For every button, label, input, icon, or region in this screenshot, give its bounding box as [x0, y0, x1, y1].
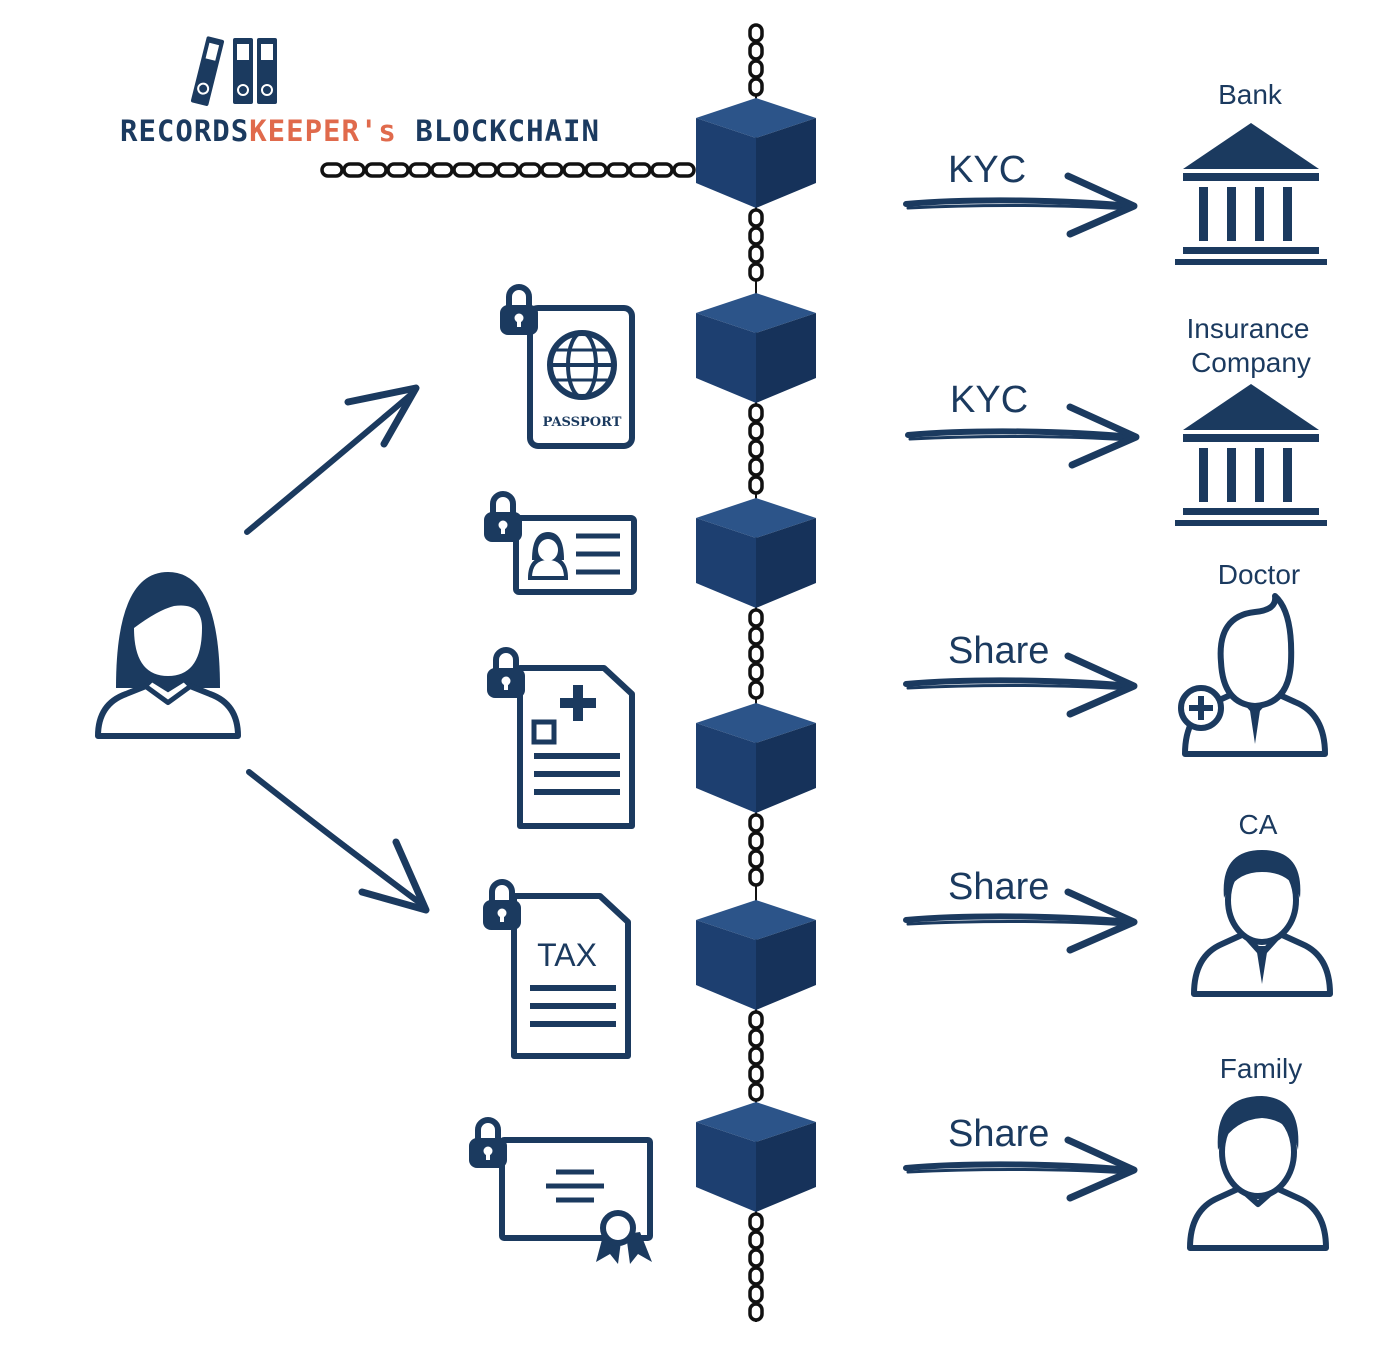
tax-document-icon: TAX — [511, 893, 631, 1059]
chain-link — [748, 1046, 764, 1066]
logo-blockchain: BLOCKCHAIN — [397, 114, 600, 148]
chain-link — [748, 23, 764, 43]
accountant-icon — [1191, 850, 1333, 997]
medical-record-icon — [517, 665, 635, 829]
chain-link — [386, 162, 410, 178]
chain-link — [748, 457, 764, 477]
share-label-doctor: Share — [948, 630, 1049, 672]
logo-text: RECORDSKEEPER's BLOCKCHAIN — [120, 114, 600, 148]
chain-link — [748, 41, 764, 61]
chain-link — [748, 1064, 764, 1084]
chain-link — [748, 680, 764, 700]
lock-icon — [483, 882, 521, 930]
chain-link — [628, 162, 652, 178]
certificate-icon — [499, 1137, 653, 1264]
passport-icon: PASSPORT — [527, 305, 635, 449]
horizontal-chain — [320, 162, 696, 178]
bank-building-icon — [1175, 123, 1327, 265]
lock-icon — [487, 650, 525, 698]
chain-link — [584, 162, 608, 178]
block-6 — [696, 1102, 816, 1212]
arrow-to-passport — [244, 384, 420, 535]
insurance-label-line1: Insurance — [1187, 313, 1310, 344]
bank-label: Bank — [1218, 79, 1283, 110]
chain-link — [748, 475, 764, 495]
chain-link — [748, 439, 764, 459]
share-label-ca: Share — [948, 866, 1049, 908]
chain-link — [748, 77, 764, 97]
chain-link — [672, 162, 696, 178]
doctor-label: Doctor — [1218, 559, 1300, 590]
id-card-icon — [513, 515, 637, 595]
doctor-icon — [1178, 593, 1328, 757]
logo: RECORDSKEEPER's BLOCKCHAIN — [120, 36, 600, 148]
block-4 — [696, 703, 816, 813]
chain-link — [748, 1248, 764, 1268]
chain-link — [748, 1212, 764, 1232]
chain-link — [650, 162, 674, 178]
chain-link — [748, 1028, 764, 1048]
lock-icon — [500, 287, 538, 335]
block-5 — [696, 900, 816, 1010]
ca-label: CA — [1239, 809, 1278, 840]
binders-icon — [190, 36, 277, 106]
chain-link — [748, 1266, 764, 1286]
chain-link — [748, 831, 764, 851]
chain-link — [518, 162, 542, 178]
tax-label: TAX — [537, 937, 597, 973]
chain-link — [748, 226, 764, 246]
family-member-icon — [1187, 1096, 1329, 1251]
insurance-building-icon — [1175, 384, 1327, 526]
chain-link — [748, 608, 764, 628]
chain-link — [430, 162, 454, 178]
chain-link — [408, 162, 432, 178]
chain-link — [748, 1082, 764, 1102]
chain-link — [748, 1230, 764, 1250]
share-label-family: Share — [948, 1113, 1049, 1155]
chain-link — [364, 162, 388, 178]
chain-link — [748, 244, 764, 264]
chain-link — [748, 421, 764, 441]
chain-link — [540, 162, 564, 178]
chain-link — [748, 1284, 764, 1304]
chain-link — [748, 867, 764, 887]
insurance-label-line2: Company — [1191, 347, 1311, 378]
chain-link — [606, 162, 630, 178]
logo-records: RECORDS — [120, 114, 249, 148]
block-2 — [696, 293, 816, 403]
chain-link — [748, 849, 764, 869]
lock-icon — [469, 1120, 507, 1168]
kyc-label-bank: KYC — [948, 149, 1026, 191]
passport-label: PASSPORT — [543, 415, 622, 430]
chain-link — [474, 162, 498, 178]
chain-link — [748, 262, 764, 282]
woman-user-icon — [95, 572, 241, 739]
block-3 — [696, 498, 816, 608]
arrow-to-tax — [246, 769, 430, 914]
chain-link — [748, 59, 764, 79]
chain-link — [748, 403, 764, 423]
chain-link — [748, 644, 764, 664]
lock-icon — [484, 494, 522, 542]
chain-link — [748, 813, 764, 833]
chain-link — [748, 662, 764, 682]
chain-link — [496, 162, 520, 178]
vertical-chain-links — [748, 23, 764, 1322]
logo-keeper: KEEPER's — [249, 114, 397, 148]
chain-link — [452, 162, 476, 178]
chain-link — [562, 162, 586, 178]
chain-link — [748, 1010, 764, 1030]
chain-link — [320, 162, 344, 178]
chain-link — [748, 1302, 764, 1322]
block-1 — [696, 98, 816, 208]
kyc-label-insurance: KYC — [950, 379, 1028, 421]
chain-link — [748, 208, 764, 228]
chain-link — [342, 162, 366, 178]
chain-link — [748, 626, 764, 646]
family-label: Family — [1220, 1053, 1302, 1084]
